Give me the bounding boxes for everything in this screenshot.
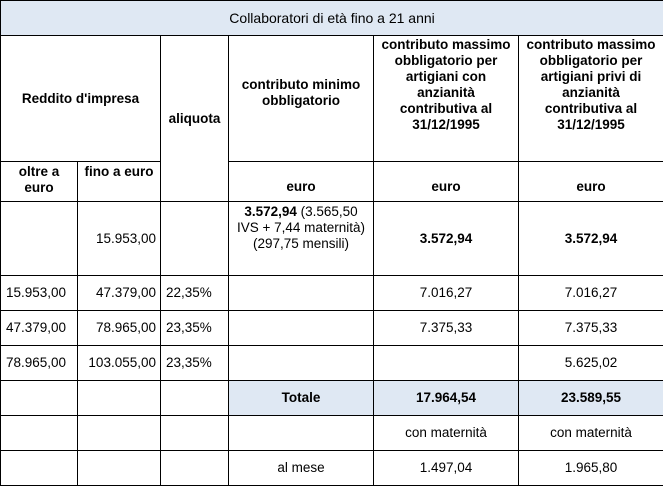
- contributo-minimo-detail: (3.565,50 IVS + 7,44 maternità) (297,75 …: [237, 204, 365, 251]
- header-euro-minimo: euro: [228, 161, 374, 202]
- header-euro-massimo-privi: euro: [517, 161, 663, 202]
- cell-oltre: 15.953,00: [0, 275, 78, 311]
- maternita-note-con: con maternità: [373, 415, 519, 451]
- empty-cell: [77, 380, 161, 416]
- empty-cell: [77, 415, 161, 451]
- cell-fino: 103.055,00: [77, 345, 161, 381]
- header-oltre-a-euro: oltre a euro: [0, 161, 78, 202]
- totale-massimo-privi: 23.589,55: [517, 380, 663, 416]
- totale-label: Totale: [228, 380, 374, 416]
- empty-cell: [0, 415, 78, 451]
- totale-row: Totale 17.964,54 23.589,55: [0, 380, 663, 416]
- cell-aliquota: 23,35%: [160, 345, 229, 381]
- cell-fino: 15.953,00: [77, 201, 161, 276]
- contributo-minimo-value: 3.572,94: [244, 204, 297, 219]
- cell-aliquota: 23,35%: [160, 310, 229, 346]
- cell-aliquota: [160, 201, 229, 276]
- header-aliquota: aliquota: [160, 35, 229, 202]
- cell-contributo-minimo: [228, 345, 374, 381]
- empty-cell: [77, 450, 161, 486]
- table-row: 15.953,00 3.572,94 (3.565,50 IVS + 7,44 …: [0, 201, 663, 276]
- cell-contributo-minimo: [228, 275, 374, 311]
- empty-cell: [160, 380, 229, 416]
- totale-massimo-con: 17.964,54: [373, 380, 519, 416]
- cell-aliquota: 22,35%: [160, 275, 229, 311]
- empty-cell: [0, 380, 78, 416]
- header-reddito: Reddito d'impresa: [0, 35, 161, 162]
- cell-massimo-privi: 7.016,27: [517, 275, 663, 311]
- cell-massimo-con: [373, 345, 519, 381]
- empty-cell: [0, 450, 78, 486]
- cell-massimo-con: 3.572,94: [373, 201, 519, 276]
- cell-massimo-privi: 5.625,02: [517, 345, 663, 381]
- cell-oltre: [0, 201, 78, 276]
- header-contributo-massimo-privi-anzianita: contributo massimo obbligatorio per arti…: [517, 35, 663, 162]
- al-mese-massimo-con: 1.497,04: [373, 450, 519, 486]
- cell-fino: 47.379,00: [77, 275, 161, 311]
- header-euro-massimo-con: euro: [373, 161, 519, 202]
- cell-massimo-privi: 7.375,33: [517, 310, 663, 346]
- al-mese-label: al mese: [228, 450, 374, 486]
- cell-fino: 78.965,00: [77, 310, 161, 346]
- table-row: 78.965,00 103.055,00 23,35% 5.625,02: [0, 345, 663, 381]
- empty-cell: [228, 415, 374, 451]
- maternita-row: con maternità con maternità: [0, 415, 663, 451]
- cell-massimo-con: 7.375,33: [373, 310, 519, 346]
- cell-massimo-con: 7.016,27: [373, 275, 519, 311]
- header-contributo-massimo-con-anzianita: contributo massimo obbligatorio per arti…: [373, 35, 519, 162]
- table-row: 47.379,00 78.965,00 23,35% 7.375,33 7.37…: [0, 310, 663, 346]
- header-contributo-minimo: contributo minimo obbligatorio: [228, 35, 374, 162]
- cell-oltre: 78.965,00: [0, 345, 78, 381]
- al-mese-massimo-privi: 1.965,80: [517, 450, 663, 486]
- empty-cell: [160, 415, 229, 451]
- cell-massimo-privi: 3.572,94: [517, 201, 663, 276]
- maternita-note-privi: con maternità: [517, 415, 663, 451]
- header-fino-a-euro: fino a euro: [77, 161, 161, 202]
- table-row: 15.953,00 47.379,00 22,35% 7.016,27 7.01…: [0, 275, 663, 311]
- table-title: Collaboratori di età fino a 21 anni: [0, 0, 663, 36]
- al-mese-row: al mese 1.497,04 1.965,80: [0, 450, 663, 486]
- cell-oltre: 47.379,00: [0, 310, 78, 346]
- cell-contributo-minimo: 3.572,94 (3.565,50 IVS + 7,44 maternità)…: [228, 201, 374, 276]
- empty-cell: [160, 450, 229, 486]
- cell-contributo-minimo: [228, 310, 374, 346]
